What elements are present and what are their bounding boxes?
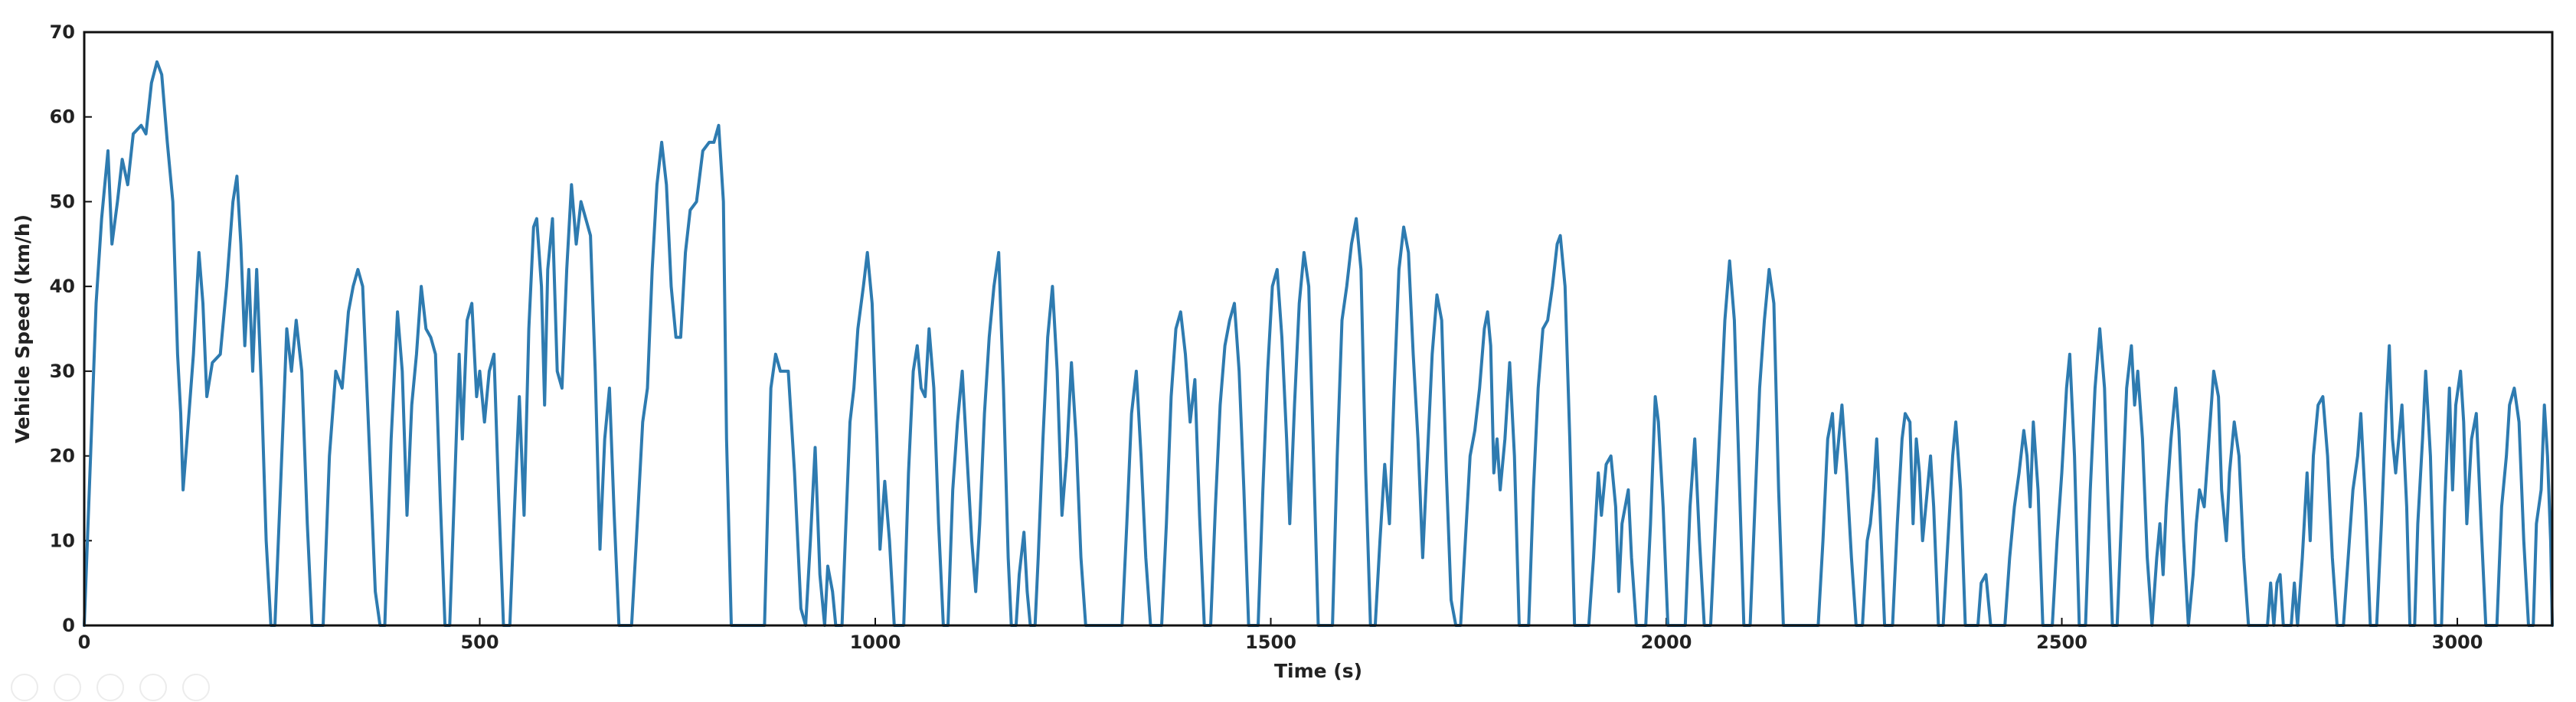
x-tick-label: 1500 <box>1245 632 1296 653</box>
y-tick-label: 10 <box>50 530 75 551</box>
x-tick-label: 2500 <box>2036 632 2087 653</box>
edit-icon <box>54 674 81 701</box>
x-tick-label: 500 <box>460 632 499 653</box>
x-tick-label: 1000 <box>850 632 901 653</box>
y-tick-label: 40 <box>50 276 75 297</box>
y-tick-label: 20 <box>50 446 75 467</box>
x-tick-label: 0 <box>78 632 91 653</box>
minus-icon <box>182 674 210 701</box>
home-icon <box>11 674 38 701</box>
axis-ticks: 0 500 1000 1500 2000 2500 3000 0 10 20 30 40 50 60 70 <box>50 21 2483 653</box>
y-tick-label: 50 <box>50 191 75 212</box>
faded-toolbar <box>11 674 210 701</box>
y-tick-label: 0 <box>62 615 75 636</box>
y-tick-label: 70 <box>50 21 75 43</box>
pan-icon <box>96 674 124 701</box>
x-axis-label: Time (s) <box>1274 660 1362 682</box>
x-tick-label: 2000 <box>1641 632 1692 653</box>
y-axis-label: Vehicle Speed (km/h) <box>11 214 34 443</box>
plot-frame <box>83 31 2554 627</box>
plot-background <box>84 32 2552 625</box>
y-tick-label: 30 <box>50 361 75 382</box>
x-tick-label: 3000 <box>2432 632 2483 653</box>
y-tick-label: 60 <box>50 106 75 128</box>
zoom-icon <box>139 674 167 701</box>
